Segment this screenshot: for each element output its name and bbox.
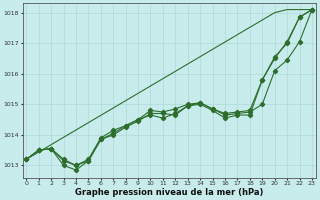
X-axis label: Graphe pression niveau de la mer (hPa): Graphe pression niveau de la mer (hPa) bbox=[75, 188, 263, 197]
